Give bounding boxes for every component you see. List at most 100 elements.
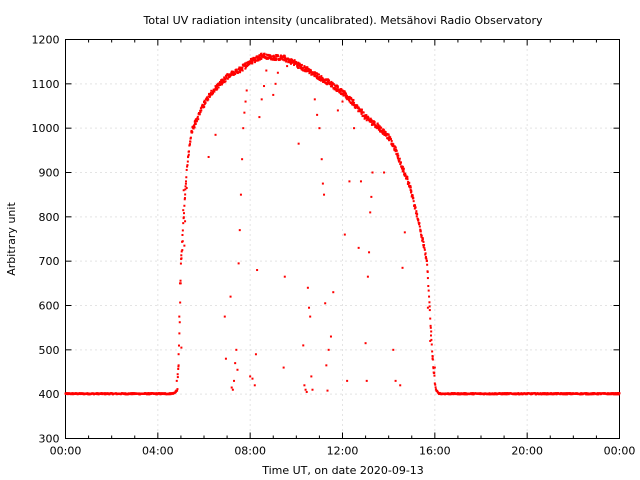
data-point: [176, 388, 179, 391]
data-point: [329, 335, 332, 338]
data-point: [209, 91, 212, 94]
data-point: [433, 371, 436, 374]
data-point: [178, 332, 181, 335]
y-tick-label: 700: [39, 255, 60, 268]
data-point: [328, 79, 331, 82]
data-point: [377, 125, 380, 128]
data-point: [313, 75, 316, 78]
data-point: [324, 302, 327, 305]
data-point: [235, 348, 238, 351]
data-point: [238, 229, 241, 232]
data-point: [345, 96, 348, 99]
data-point: [184, 182, 187, 185]
data-point: [338, 91, 341, 94]
data-point: [555, 392, 558, 395]
data-point: [401, 165, 404, 168]
data-point: [343, 233, 346, 236]
data-point: [335, 88, 338, 91]
data-point: [304, 67, 307, 70]
data-point: [340, 92, 343, 95]
data-point: [366, 118, 369, 121]
data-point: [265, 69, 268, 72]
data-point: [403, 231, 406, 234]
data-point: [177, 353, 180, 356]
data-point: [224, 80, 227, 83]
data-point: [241, 69, 244, 72]
data-point: [326, 83, 329, 86]
data-point: [249, 57, 252, 60]
data-point: [348, 97, 351, 100]
data-point: [184, 188, 187, 191]
data-point: [203, 99, 206, 102]
data-point: [325, 364, 328, 367]
data-point: [213, 90, 216, 93]
data-point: [244, 100, 247, 103]
data-point: [327, 348, 330, 351]
data-point: [318, 127, 321, 130]
data-point: [194, 122, 197, 125]
data-point: [616, 393, 619, 396]
data-point: [177, 344, 180, 347]
x-tick-label: 20:00: [511, 445, 543, 458]
data-point: [402, 169, 405, 172]
data-point: [376, 122, 379, 125]
data-point: [380, 126, 383, 129]
data-point: [415, 210, 418, 213]
x-tick-label: 08:00: [234, 445, 266, 458]
data-point: [431, 357, 434, 360]
data-point: [252, 56, 255, 59]
data-point: [430, 338, 433, 341]
data-point: [183, 198, 186, 201]
data-point: [207, 155, 210, 158]
data-point: [189, 136, 192, 139]
data-point: [350, 97, 353, 100]
data-point: [179, 279, 182, 282]
data-point: [187, 155, 190, 158]
data-point: [232, 73, 235, 76]
data-point: [244, 67, 247, 70]
data-point: [217, 86, 220, 89]
data-point: [426, 270, 429, 273]
data-point: [323, 193, 326, 196]
data-point: [229, 295, 232, 298]
data-point: [178, 315, 181, 318]
data-point: [424, 256, 427, 259]
data-point: [389, 136, 392, 139]
data-point: [371, 122, 374, 125]
data-point: [244, 66, 247, 69]
data-point: [412, 200, 415, 203]
data-point: [283, 275, 286, 278]
data-point: [268, 57, 271, 60]
data-point: [241, 68, 244, 71]
data-point: [303, 65, 306, 68]
data-point: [248, 63, 251, 66]
data-point: [186, 160, 189, 163]
data-point: [341, 93, 344, 96]
data-point: [176, 376, 179, 379]
data-point: [274, 57, 277, 60]
data-point: [347, 96, 350, 99]
data-point: [303, 68, 306, 71]
data-point: [183, 197, 186, 200]
data-point: [402, 167, 405, 170]
data-point: [308, 306, 311, 309]
data-point: [351, 103, 354, 106]
data-point: [309, 315, 312, 318]
data-point: [184, 193, 187, 196]
data-point: [421, 238, 424, 241]
data-point: [409, 185, 412, 188]
data-point: [305, 68, 308, 71]
data-point: [318, 73, 321, 76]
data-point: [242, 127, 245, 130]
data-point: [178, 321, 181, 324]
axis-ticks: 300 400 500 600 700 800 900 1000 1100 1200 00:00 04…: [32, 34, 636, 458]
data-point: [210, 89, 213, 92]
data-point: [182, 216, 185, 219]
data-point: [195, 119, 198, 122]
data-point: [304, 66, 307, 69]
data-point: [395, 149, 398, 152]
data-point: [425, 259, 428, 262]
data-point: [418, 225, 421, 228]
data-point: [180, 346, 183, 349]
data-point: [408, 181, 411, 184]
